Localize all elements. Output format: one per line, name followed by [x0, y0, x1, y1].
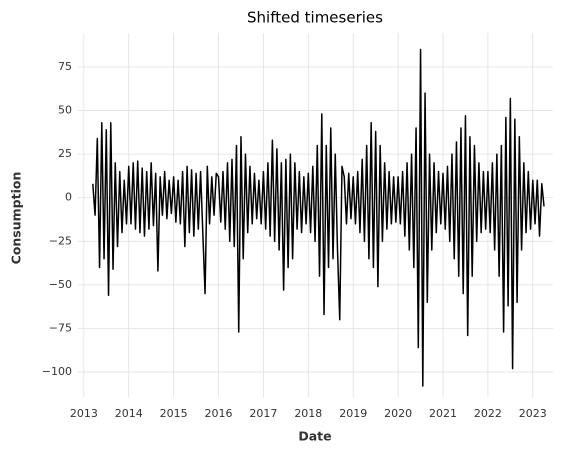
x-tick-label: 2015: [160, 407, 188, 420]
x-tick-label: 2019: [339, 407, 367, 420]
x-tick-label: 2021: [429, 407, 457, 420]
x-tick-label: 2017: [249, 407, 277, 420]
x-tick-label: 2018: [294, 407, 322, 420]
y-axis-label: Consumption: [9, 172, 24, 265]
x-tick-label: 2016: [205, 407, 233, 420]
x-tick-label: 2023: [519, 407, 547, 420]
x-tick-label: 2022: [474, 407, 502, 420]
y-tick-label: −25: [49, 234, 72, 247]
x-tick-label: 2014: [115, 407, 143, 420]
x-tick-label: 2013: [70, 407, 98, 420]
x-tick-label: 2020: [384, 407, 412, 420]
chart-title: Shifted timeseries: [247, 9, 383, 27]
y-tick-label: 75: [58, 60, 72, 73]
y-tick-label: 0: [65, 191, 72, 204]
y-tick-label: −75: [49, 321, 72, 334]
y-tick-label: 50: [58, 104, 72, 117]
x-axis-label: Date: [298, 429, 331, 444]
series-line: [92, 48, 545, 387]
y-tick-label: 25: [58, 147, 72, 160]
y-tick-label: −100: [42, 365, 72, 378]
y-tick-label: −50: [49, 278, 72, 291]
